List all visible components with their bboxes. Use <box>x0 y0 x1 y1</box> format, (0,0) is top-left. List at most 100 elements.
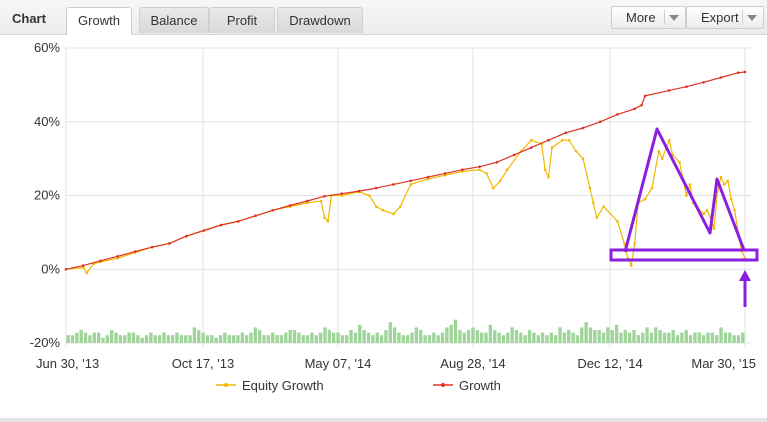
export-button[interactable]: Export <box>686 6 764 29</box>
growth-line-point <box>564 131 568 135</box>
activity-bar <box>593 330 597 343</box>
activity-bar <box>741 332 745 343</box>
legend-growth-label: Growth <box>459 378 501 393</box>
activity-bar <box>114 332 118 343</box>
export-separator <box>742 10 743 25</box>
tab-balance[interactable]: Balance <box>139 7 209 33</box>
growth-line-point <box>616 113 619 116</box>
activity-bars <box>66 319 745 343</box>
growth-line-point <box>116 255 120 258</box>
equity-growth-line-point <box>547 175 550 179</box>
x-axis-labels: Jun 30, '13 Oct 17, '13 May 07, '14 Aug 28,… <box>36 356 756 371</box>
activity-bar <box>88 335 92 343</box>
equity-growth-line-point <box>392 212 395 216</box>
activity-bar <box>597 330 601 343</box>
activity-bar <box>723 332 728 343</box>
activity-bar <box>671 330 675 343</box>
tab-drawdown[interactable]: Drawdown <box>277 7 363 33</box>
activity-bar <box>366 332 371 343</box>
equity-growth-line-point <box>581 157 585 160</box>
activity-bar <box>410 332 414 343</box>
y-tick-label: 0% <box>41 261 60 276</box>
legend-item-growth[interactable]: Growth <box>433 378 501 393</box>
activity-bar <box>66 335 70 343</box>
tab-profit[interactable]: Profit <box>209 7 275 33</box>
growth-line-point <box>254 214 257 218</box>
growth-line-point <box>478 165 481 169</box>
activity-bar <box>649 332 654 343</box>
growth-line-point <box>719 76 723 79</box>
activity-bar <box>358 324 362 343</box>
chart-toolbar: Chart Growth Balance Profit Drawdown Mor… <box>0 0 767 35</box>
y-tick-label: -20% <box>30 335 61 350</box>
chart-grid <box>65 47 751 347</box>
activity-bar <box>667 332 671 343</box>
equity-growth-line-point <box>461 170 464 173</box>
activity-bar <box>258 330 262 343</box>
equity-growth-line-point <box>660 157 664 160</box>
equity-growth-line-point <box>643 197 647 201</box>
activity-bar <box>340 335 345 343</box>
activity-bar <box>584 322 588 343</box>
activity-bar <box>345 335 349 343</box>
equity-growth-line-point <box>326 220 330 223</box>
activity-bar <box>562 332 567 343</box>
growth-chart: 60% 40% 20% 0% -20% Jun 30, '13 Oct 17, '13 Ma… <box>30 40 759 393</box>
growth-line-point <box>426 175 430 179</box>
activity-bar <box>571 332 575 343</box>
legend-equity-label: Equity Growth <box>242 378 324 393</box>
activity-bar <box>275 335 279 343</box>
equity-growth-line-point <box>595 216 599 219</box>
activity-bar <box>449 324 453 343</box>
more-button[interactable]: More <box>611 6 686 29</box>
more-button-label: More <box>626 10 656 25</box>
growth-line-point <box>640 103 643 107</box>
chart-legend[interactable]: Equity Growth Growth <box>216 378 501 393</box>
activity-bar <box>288 330 292 343</box>
y-tick-label: 60% <box>34 40 60 55</box>
activity-bar <box>131 332 136 343</box>
activity-bar <box>580 327 584 343</box>
activity-bar <box>701 335 706 343</box>
activity-bar <box>623 330 627 343</box>
activity-bar <box>244 335 249 343</box>
activity-bar <box>658 330 662 343</box>
activity-bar <box>532 332 536 343</box>
activity-bar <box>92 332 96 343</box>
activity-bar <box>614 324 619 343</box>
equity-growth-line-point <box>616 220 619 223</box>
activity-bar <box>262 335 266 343</box>
y-tick-label: 20% <box>34 188 60 203</box>
activity-bar <box>292 330 297 343</box>
growth-line-point <box>530 146 533 149</box>
activity-bar <box>284 332 288 343</box>
activity-bar <box>627 332 632 343</box>
activity-bar <box>188 335 192 343</box>
activity-bar <box>249 332 253 343</box>
activity-bar <box>688 335 693 343</box>
activity-bar <box>619 332 623 343</box>
activity-bar <box>662 332 667 343</box>
activity-bar <box>253 327 258 343</box>
equity-growth-line-point <box>602 205 605 208</box>
activity-bar <box>375 332 379 343</box>
equity-growth-line-point <box>657 149 661 153</box>
growth-line-point <box>202 229 206 232</box>
activity-bar <box>136 335 140 343</box>
activity-bar <box>314 335 318 343</box>
activity-bar <box>323 327 327 343</box>
equity-growth-line-point <box>550 146 554 149</box>
activity-bar <box>479 332 484 343</box>
activity-bar <box>406 335 410 343</box>
growth-line-point <box>305 199 309 203</box>
activity-bar <box>153 335 157 343</box>
activity-bar <box>697 332 701 343</box>
tab-growth[interactable]: Growth <box>66 7 132 35</box>
growth-line-point <box>168 242 171 245</box>
equity-growth-line-point <box>340 194 344 197</box>
growth-line-point <box>64 267 68 271</box>
equity-growth-line-point <box>685 194 688 197</box>
activity-bar <box>214 337 218 343</box>
growth-line-point <box>392 183 395 186</box>
legend-item-equity[interactable]: Equity Growth <box>216 378 324 393</box>
